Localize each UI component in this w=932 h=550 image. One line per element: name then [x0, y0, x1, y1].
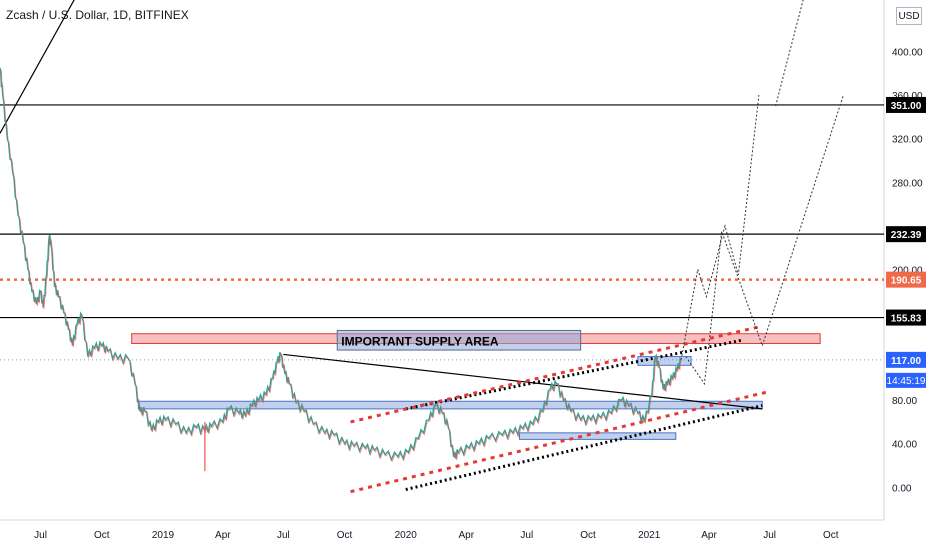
x-tick-label: Oct: [823, 530, 839, 541]
countdown-bg: [886, 372, 926, 388]
current-price-tag: 117.00: [891, 356, 921, 367]
countdown-label: 14:45:19: [887, 376, 926, 387]
y-tick-label: 280.00: [892, 178, 923, 189]
currency-badge[interactable]: USD: [896, 7, 922, 25]
plot-background: [0, 0, 885, 521]
projection-path-3: [775, 0, 804, 107]
annotation-label: IMPORTANT SUPPLY AREA: [341, 334, 499, 348]
x-tick-label: 2020: [395, 530, 418, 541]
price-tag-190.65-bg: [886, 271, 926, 288]
x-tick-label: Jul: [763, 530, 776, 541]
zones: IMPORTANT SUPPLY AREA: [131, 329, 821, 440]
x-tick-label: Apr: [701, 530, 717, 541]
price-series: [0, 67, 683, 471]
long-trend-line: [0, 0, 75, 134]
projection-path-1: [680, 95, 760, 360]
x-tick-label: 2019: [152, 530, 175, 541]
price-tag-232.39-bg: [886, 226, 926, 243]
x-tick-label: Oct: [94, 530, 110, 541]
y-axis: 0.00 40.00 80.00 200.00 280.00 320.00 360.00 40…: [892, 48, 923, 495]
x-tick-label: Oct: [580, 530, 596, 541]
price-tag-190.65: 190.65: [891, 276, 922, 287]
channel-upper-red: [350, 324, 763, 424]
projection-path-2: [685, 94, 844, 386]
price-tag-351.00-bg: [886, 96, 926, 113]
horizontal-levels: [0, 104, 884, 361]
price-line-shadow: [0, 69, 683, 463]
y-tick-label: 40.00: [892, 440, 917, 451]
price-tag-155.83-bg: [886, 309, 926, 326]
y-tick-label: 80.00: [892, 396, 917, 407]
y-tick-label: 200.00: [892, 265, 923, 276]
x-tick-label: Apr: [458, 530, 474, 541]
projection-paths: [680, 0, 844, 386]
y-tick-label: 360.00: [892, 91, 923, 102]
price-tag-155.83: 155.83: [891, 314, 922, 325]
descending-trend-line: [283, 353, 763, 410]
trend-lines: [0, 0, 770, 494]
y-tick-label: 320.00: [892, 135, 923, 146]
support-zone: [637, 356, 692, 366]
price-tags: 351.00 232.39 190.65 155.83 117.00 14:45:19: [886, 96, 926, 388]
channel-upper-black: [405, 338, 742, 411]
y-tick-label: 400.00: [892, 48, 923, 59]
channel-lower-black: [405, 404, 763, 491]
price-tag-351.00: 351.00: [891, 101, 922, 112]
price-tag-232.39: 232.39: [891, 230, 922, 241]
x-tick-label: Apr: [215, 530, 231, 541]
x-tick-label: Jul: [277, 530, 290, 541]
x-axis: Jul Oct 2019 Apr Jul Oct 2020 Apr Jul Oct 2021 Apr J…: [34, 530, 839, 541]
x-tick-label: Jul: [520, 530, 533, 541]
x-tick-label: Oct: [337, 530, 353, 541]
y-tick-label: 0.00: [892, 483, 912, 494]
symbol-title: Zcash / U.S. Dollar, 1D, BITFINEX: [6, 8, 189, 22]
x-tick-label: Jul: [34, 530, 47, 541]
x-tick-label: 2021: [638, 530, 661, 541]
annotation-box: [336, 329, 582, 351]
current-price-tag-bg: [886, 351, 926, 368]
